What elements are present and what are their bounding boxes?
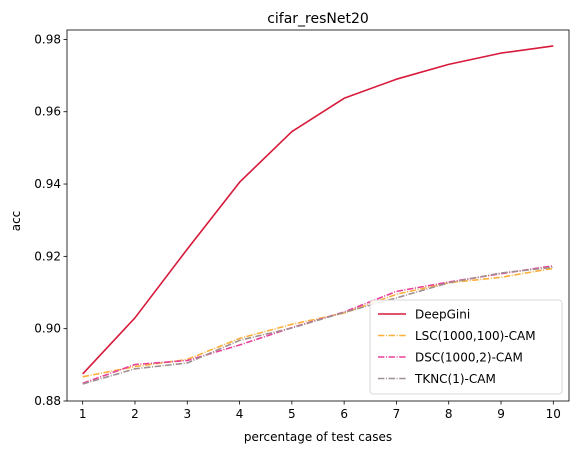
x-tick-label: 4 <box>236 407 244 421</box>
plot-area: 1 2 3 4 5 6 7 8 9 10 0.88 0.90 0.92 0.94 0.96 0.98 <box>34 29 570 421</box>
legend-label: LSC(1000,100)-CAM <box>415 329 536 343</box>
y-tick-label: 0.98 <box>34 32 61 46</box>
axes-frame <box>66 29 570 402</box>
x-tick-label: 3 <box>183 407 191 421</box>
legend-label: DeepGini <box>415 308 470 322</box>
y-tick-label: 0.96 <box>34 105 61 119</box>
y-tick-label: 0.88 <box>34 394 61 408</box>
series-line-deepgini <box>82 45 554 375</box>
x-tick-label: 8 <box>445 407 453 421</box>
x-tick-label: 9 <box>497 407 505 421</box>
y-tick-label: 0.90 <box>34 322 61 336</box>
legend-label: DSC(1000,2)-CAM <box>415 351 523 365</box>
x-tick-label: 1 <box>79 407 87 421</box>
legend: DeepGini LSC(1000,100)-CAM DSC(1000,2)-CAM… <box>369 299 563 395</box>
x-tick-label: 7 <box>393 407 401 421</box>
series-line-tknc-1-cam <box>82 266 554 385</box>
x-tick-label: 5 <box>288 407 296 421</box>
x-tick-label: 6 <box>340 407 348 421</box>
y-axis-label: acc <box>9 211 23 232</box>
chart-title: cifar_resNet20 <box>267 11 369 27</box>
x-tick-label: 2 <box>131 407 139 421</box>
x-tick-label: 10 <box>546 407 561 421</box>
x-axis-label: percentage of test cases <box>244 430 392 444</box>
legend-label: TKNC(1)-CAM <box>414 372 496 386</box>
legend-box <box>369 299 563 395</box>
y-tick-label: 0.92 <box>34 249 61 263</box>
series-line-lsc-1000-100-cam <box>82 267 554 378</box>
y-tick-label: 0.94 <box>34 177 61 191</box>
